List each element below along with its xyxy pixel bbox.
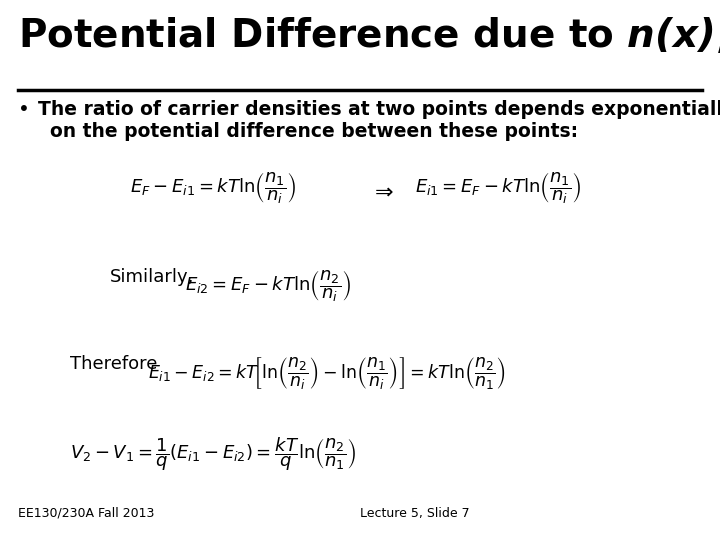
Text: $E_F - E_{i1} = kT\ln\!\left(\dfrac{n_1}{n_i}\right)$: $E_F - E_{i1} = kT\ln\!\left(\dfrac{n_1}… xyxy=(130,170,296,206)
Text: EE130/230A Fall 2013: EE130/230A Fall 2013 xyxy=(18,507,154,520)
Text: $E_{i1} = E_F - kT\ln\!\left(\dfrac{n_1}{n_i}\right)$: $E_{i1} = E_F - kT\ln\!\left(\dfrac{n_1}… xyxy=(415,170,581,206)
Text: $V_2 - V_1 = \dfrac{1}{q}(E_{i1} - E_{i2}) = \dfrac{kT}{q}\ln\!\left(\dfrac{n_2}: $V_2 - V_1 = \dfrac{1}{q}(E_{i1} - E_{i2… xyxy=(70,435,356,472)
Text: $E_{i1} - E_{i2} = kT\!\left[\ln\!\left(\dfrac{n_2}{n_i}\right) - \ln\!\left(\df: $E_{i1} - E_{i2} = kT\!\left[\ln\!\left(… xyxy=(148,355,505,391)
Text: •: • xyxy=(18,100,30,119)
Text: Similarly,: Similarly, xyxy=(110,268,194,286)
Text: $E_{i2} = E_F - kT\ln\!\left(\dfrac{n_2}{n_i}\right)$: $E_{i2} = E_F - kT\ln\!\left(\dfrac{n_2}… xyxy=(185,268,351,303)
Text: on the potential difference between these points:: on the potential difference between thes… xyxy=(50,122,578,141)
Text: $\Rightarrow$: $\Rightarrow$ xyxy=(370,182,394,202)
Text: Lecture 5, Slide 7: Lecture 5, Slide 7 xyxy=(360,507,469,520)
Text: Potential Difference due to $\bfit{n(x)}$, $\bfit{p(x)}$: Potential Difference due to $\bfit{n(x)}… xyxy=(18,15,720,57)
Text: Therefore: Therefore xyxy=(70,355,158,373)
Text: The ratio of carrier densities at two points depends exponentially: The ratio of carrier densities at two po… xyxy=(38,100,720,119)
